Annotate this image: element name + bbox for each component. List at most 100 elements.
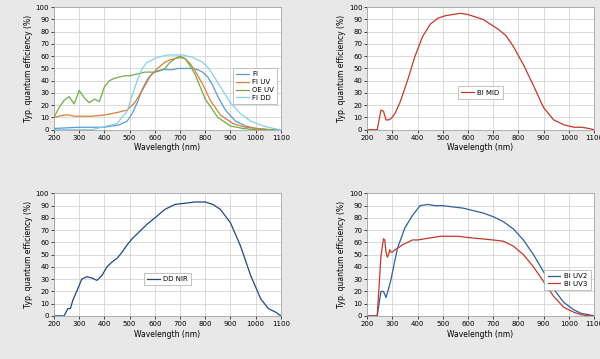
BI UV3 — [429, 236, 436, 240]
BI UV3 — [385, 252, 392, 257]
BI UV3 — [388, 250, 395, 255]
FI — [109, 124, 116, 128]
BI UV2 — [490, 215, 497, 219]
BI UV3 — [404, 240, 411, 244]
DD NIR — [70, 298, 77, 302]
DD NIR — [172, 202, 179, 206]
DD NIR — [227, 221, 234, 225]
OE UV — [277, 127, 284, 132]
OE UV — [126, 74, 133, 78]
FI UV — [124, 108, 131, 112]
FI DD — [199, 60, 206, 65]
BI MID — [586, 126, 593, 131]
FI DD — [169, 53, 176, 57]
FI DD — [124, 109, 131, 113]
BI MID — [487, 22, 494, 27]
FI DD — [154, 55, 161, 60]
BI UV3 — [383, 255, 391, 259]
OE UV — [136, 71, 143, 75]
FI — [232, 119, 239, 123]
FI — [204, 75, 211, 79]
FI UV — [229, 121, 236, 126]
FI UV — [139, 88, 146, 93]
DD NIR — [67, 307, 74, 311]
BI MID — [590, 127, 598, 132]
Y-axis label: Typ. quantum efficiency (%): Typ. quantum efficiency (%) — [24, 201, 33, 308]
FI — [128, 112, 136, 116]
FI — [214, 94, 221, 99]
DD NIR — [237, 244, 244, 248]
FI — [179, 66, 186, 71]
FI — [154, 69, 161, 73]
FI UV — [161, 60, 169, 65]
OE UV — [166, 60, 173, 65]
FI DD — [159, 54, 166, 59]
BI UV2 — [510, 227, 517, 231]
OE UV — [71, 102, 78, 106]
BI UV2 — [364, 314, 371, 318]
FI DD — [270, 126, 277, 131]
BI UV2 — [586, 313, 593, 317]
BI MID — [380, 109, 387, 113]
DD NIR — [217, 207, 224, 211]
BI UV2 — [540, 270, 547, 274]
FI DD — [149, 58, 156, 62]
FI UV — [146, 75, 154, 79]
DD NIR — [83, 275, 91, 279]
DD NIR — [277, 314, 284, 318]
BI UV2 — [431, 204, 439, 208]
DD NIR — [124, 243, 131, 247]
OE UV — [239, 126, 247, 131]
OE UV — [176, 54, 184, 59]
FI DD — [204, 65, 211, 69]
BI UV2 — [469, 209, 476, 213]
FI DD — [113, 121, 121, 126]
OE UV — [111, 76, 118, 80]
BI UV3 — [520, 252, 527, 257]
OE UV — [116, 75, 123, 79]
FI DD — [247, 119, 254, 123]
BI MID — [434, 16, 441, 20]
FI — [169, 67, 176, 72]
FI UV — [113, 110, 121, 115]
OE UV — [141, 70, 148, 74]
FI UV — [76, 114, 83, 118]
FI DD — [227, 101, 234, 105]
Legend: BI UV2, BI UV3: BI UV2, BI UV3 — [544, 270, 590, 290]
FI — [149, 71, 156, 75]
BI MID — [442, 14, 449, 18]
FI DD — [139, 66, 146, 71]
Line: FI: FI — [54, 69, 281, 130]
BI MID — [464, 12, 472, 17]
BI UV3 — [444, 234, 451, 238]
BI UV3 — [578, 313, 585, 317]
Y-axis label: Typ. quantum efficiency (%): Typ. quantum efficiency (%) — [24, 15, 33, 122]
BI UV2 — [385, 287, 392, 291]
FI UV — [166, 58, 173, 62]
DD NIR — [93, 278, 100, 283]
X-axis label: Wavelength (nm): Wavelength (nm) — [134, 330, 200, 339]
BI UV2 — [550, 287, 557, 291]
FI UV — [131, 101, 138, 105]
FI DD — [128, 93, 136, 98]
OE UV — [76, 88, 83, 93]
BI UV3 — [510, 244, 517, 248]
FI — [199, 70, 206, 74]
BI MID — [540, 106, 547, 110]
BI UV2 — [449, 205, 457, 209]
BI UV2 — [394, 246, 401, 251]
BI MID — [382, 118, 389, 122]
FI DD — [174, 53, 181, 57]
OE UV — [161, 66, 169, 71]
FI UV — [172, 56, 179, 61]
BI UV2 — [439, 204, 446, 208]
BI UV3 — [391, 248, 398, 252]
BI UV3 — [586, 314, 593, 318]
DD NIR — [109, 260, 116, 264]
BI MID — [391, 112, 398, 116]
BI MID — [364, 127, 371, 132]
FI UV — [199, 82, 206, 87]
DD NIR — [247, 273, 254, 278]
OE UV — [86, 101, 93, 105]
OE UV — [91, 97, 98, 101]
